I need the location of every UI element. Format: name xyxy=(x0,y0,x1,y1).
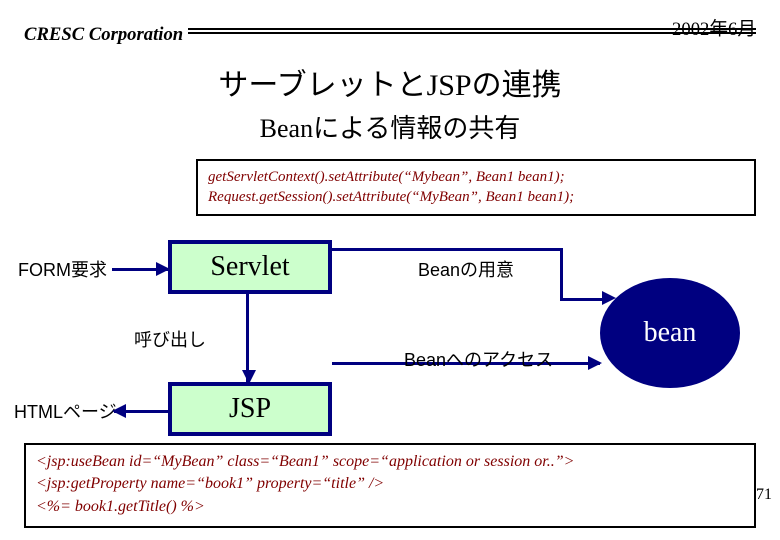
bean-oval: bean xyxy=(600,278,740,388)
bean-access-label: Beanへのアクセス xyxy=(404,346,553,372)
jsp-box: JSP xyxy=(168,382,332,436)
html-page-label: HTMLページ xyxy=(14,398,117,424)
page-number: 71 xyxy=(756,486,772,504)
code-bottom-line3: <%= book1.getTitle() %> xyxy=(36,496,744,518)
corp-name: CRESC Corporation xyxy=(24,24,183,46)
title-sub: Beanによる情報の共有 xyxy=(0,108,780,145)
code-top-line2: Request.getSession().setAttribute(“MyBea… xyxy=(208,187,744,207)
bean-oval-label: bean xyxy=(644,317,697,349)
form-request-label: FORM要求 xyxy=(18,256,107,282)
jsp-code-box: <jsp:useBean id=“MyBean” class=“Bean1” s… xyxy=(24,443,756,528)
arrow-head-icon xyxy=(112,404,126,418)
jsp-to-html-arrow xyxy=(114,410,168,413)
code-bottom-line2: <jsp:getProperty name=“book1” property=“… xyxy=(36,473,744,495)
bean-prepare-label: Beanの用意 xyxy=(418,256,514,282)
servlet-code-box: getServletContext().setAttribute(“Mybean… xyxy=(196,159,756,216)
form-to-servlet-arrow xyxy=(112,268,168,271)
arrow-head-icon xyxy=(242,370,256,384)
title-main: サーブレットとJSPの連携 xyxy=(0,60,780,104)
diagram: FORM要求 HTMLページ Servlet JSP 呼び出し xyxy=(0,222,780,442)
header-rule xyxy=(188,28,756,34)
code-bottom-line1: <jsp:useBean id=“MyBean” class=“Bean1” s… xyxy=(36,451,744,473)
jsp-box-label: JSP xyxy=(229,393,271,425)
call-label: 呼び出し xyxy=(134,326,206,352)
servlet-to-jsp-arrow xyxy=(246,294,249,382)
servlet-box: Servlet xyxy=(168,240,332,294)
arrow-head-icon xyxy=(588,356,602,370)
servlet-box-label: Servlet xyxy=(210,251,289,283)
code-top-line1: getServletContext().setAttribute(“Mybean… xyxy=(208,167,744,187)
